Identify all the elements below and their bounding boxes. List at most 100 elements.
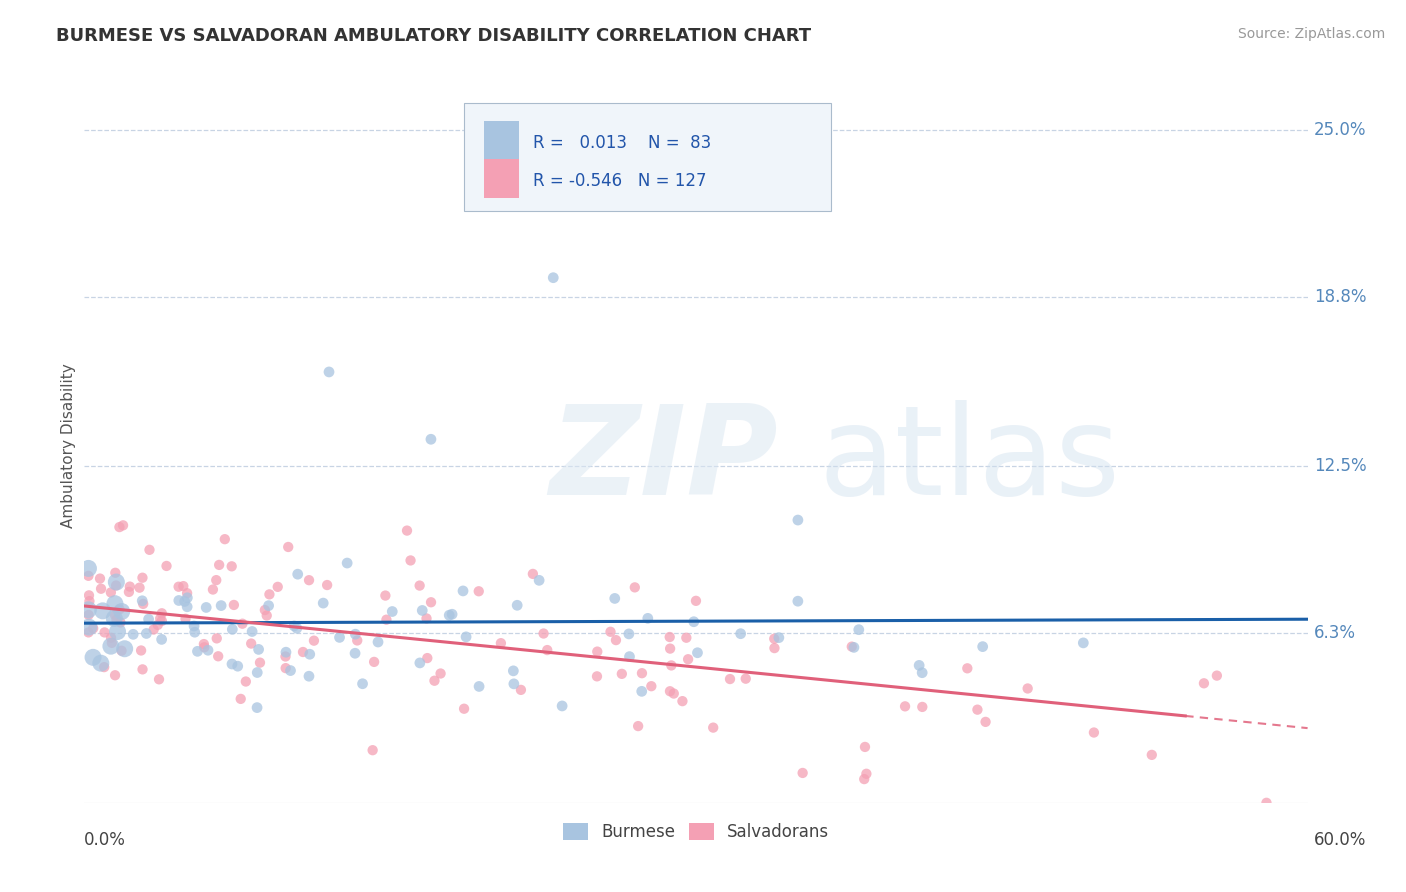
Point [214,532,236,546]
Point [280,664,302,678]
Point [247,642,270,657]
Point [287,567,309,582]
Point [409,656,432,670]
Point [502,664,524,678]
Point [312,596,335,610]
Point [155,558,177,573]
Point [131,662,153,676]
Point [79,594,101,608]
Point [77,569,100,583]
Point [150,632,173,647]
Point [842,640,865,655]
Point [730,626,752,640]
Point [193,640,215,655]
Point [640,679,662,693]
Point [246,665,269,680]
Point [135,626,157,640]
Point [429,666,451,681]
Point [671,694,693,708]
Point [209,599,232,613]
Point [292,645,315,659]
Point [132,597,155,611]
Point [205,632,228,646]
Point [174,612,197,626]
Point [131,594,153,608]
Point [267,580,290,594]
Point [408,578,430,592]
Point [103,611,125,625]
Point [619,649,641,664]
Point [686,646,709,660]
Point [176,599,198,614]
Text: 0.0%: 0.0% [84,831,127,849]
Point [105,578,128,592]
Point [586,669,609,683]
Point [108,602,131,616]
Text: BURMESE VS SALVADORAN AMBULATORY DISABILITY CORRELATION CHART: BURMESE VS SALVADORAN AMBULATORY DISABIL… [56,27,811,45]
Point [110,644,132,658]
Point [624,580,647,594]
Point [77,620,100,634]
Point [298,573,321,587]
Text: 12.5%: 12.5% [1313,458,1367,475]
Point [148,673,170,687]
Point [974,714,997,729]
Point [659,658,682,673]
Point [848,623,870,637]
Point [637,611,659,625]
Text: 60.0%: 60.0% [1313,831,1367,849]
Point [423,673,446,688]
Point [399,553,422,567]
Point [249,656,271,670]
Point [91,604,114,618]
Point [1140,747,1163,762]
Point [374,589,396,603]
Point [702,721,724,735]
Point [367,635,389,649]
Y-axis label: Ambulatory Disability: Ambulatory Disability [60,364,76,528]
Point [274,645,297,659]
Text: ZIP: ZIP [550,400,778,521]
Text: atlas: atlas [818,400,1121,521]
Point [352,677,374,691]
Point [82,650,104,665]
Point [415,611,437,625]
Point [468,680,491,694]
Point [259,587,281,601]
Point [221,559,243,574]
Point [221,657,243,671]
Point [439,608,461,623]
Point [1192,676,1215,690]
Text: R = -0.546   N = 127: R = -0.546 N = 127 [533,171,707,189]
Point [274,661,297,675]
Point [522,566,544,581]
Point [363,655,385,669]
Point [768,631,790,645]
Point [617,627,640,641]
Point [138,612,160,626]
Point [336,556,359,570]
Point [551,698,574,713]
Point [658,630,681,644]
Point [93,660,115,674]
Point [533,626,555,640]
Point [111,605,134,619]
Point [105,613,128,627]
Point [193,637,215,651]
Point [911,700,934,714]
Point [344,646,367,660]
Point [205,573,228,587]
Point [201,582,224,597]
Point [285,621,308,635]
Point [509,682,531,697]
Point [1256,796,1278,810]
Point [208,558,231,572]
Point [231,616,253,631]
Point [112,518,135,533]
Point [100,585,122,599]
Point [104,608,127,623]
Point [150,614,173,628]
Text: 25.0%: 25.0% [1313,120,1367,138]
Point [149,611,172,625]
Point [659,684,682,698]
